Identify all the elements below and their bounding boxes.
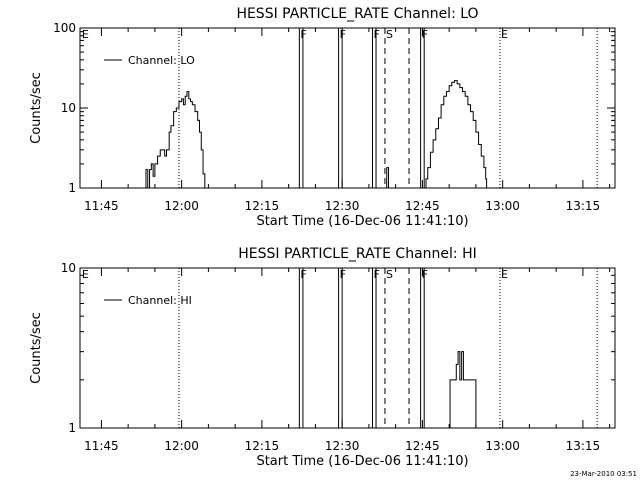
series-line: [144, 80, 488, 189]
legend-entry: Channel: HI: [128, 294, 192, 307]
event-marker-label: F: [422, 268, 428, 281]
event-marker-label: F: [340, 28, 346, 41]
event-marker-label: E: [82, 28, 89, 41]
plot-frame: [79, 267, 616, 429]
chart-title: HESSI PARTICLE_RATE Channel: LO: [236, 6, 478, 22]
y-axis-label: Counts/sec: [29, 72, 44, 144]
x-tick-label: 12:00: [164, 199, 199, 213]
x-tick-label: 12:15: [245, 199, 280, 213]
series-line: [449, 351, 477, 429]
x-tick-label: 13:15: [566, 439, 601, 453]
y-tick-label: 1: [68, 181, 76, 195]
event-marker-label: F: [300, 28, 306, 41]
event-marker-label: S: [386, 268, 393, 281]
y-tick-label: 10: [61, 101, 76, 115]
x-tick-label: 12:30: [325, 199, 360, 213]
event-marker-label: E: [501, 28, 508, 41]
event-marker-label: F: [422, 28, 428, 41]
y-tick-label: 100: [53, 21, 76, 35]
chart-title: HESSI PARTICLE_RATE Channel: HI: [238, 246, 476, 262]
x-tick-label: 12:30: [325, 439, 360, 453]
x-tick-label: 13:00: [485, 199, 520, 213]
x-tick-label: 12:45: [405, 199, 440, 213]
event-marker-label: F: [373, 28, 379, 41]
event-marker-label: S: [386, 28, 393, 41]
y-tick-label: 1: [68, 421, 76, 435]
x-tick-label: 13:00: [485, 439, 520, 453]
x-axis-label: Start Time (16-Dec-06 11:41:10): [256, 214, 468, 229]
event-marker-label: F: [373, 268, 379, 281]
chart-panel-2: HESSI PARTICLE_RATE Channel: HIE F F F S F E11…: [29, 246, 616, 469]
x-tick-label: 11:45: [84, 439, 119, 453]
x-tick-label: 12:45: [405, 439, 440, 453]
x-tick-label: 13:15: [566, 199, 601, 213]
x-tick-label: 12:15: [245, 439, 280, 453]
event-marker-label: F: [300, 268, 306, 281]
plot-frame: [79, 27, 616, 189]
chart-panel-1: HESSI PARTICLE_RATE Channel: LOE F F F S F E11…: [29, 6, 616, 229]
event-marker-label: E: [82, 268, 89, 281]
y-tick-label: 10: [61, 261, 76, 275]
x-axis-label: Start Time (16-Dec-06 11:41:10): [256, 454, 468, 469]
x-tick-label: 12:00: [164, 439, 199, 453]
plot-timestamp: 23-Mar-2010 03:51: [570, 470, 637, 478]
event-marker-label: E: [501, 268, 508, 281]
x-tick-label: 11:45: [84, 199, 119, 213]
legend-entry: Channel: LO: [128, 54, 195, 67]
y-axis-label: Counts/sec: [29, 312, 44, 384]
event-marker-label: F: [340, 268, 346, 281]
